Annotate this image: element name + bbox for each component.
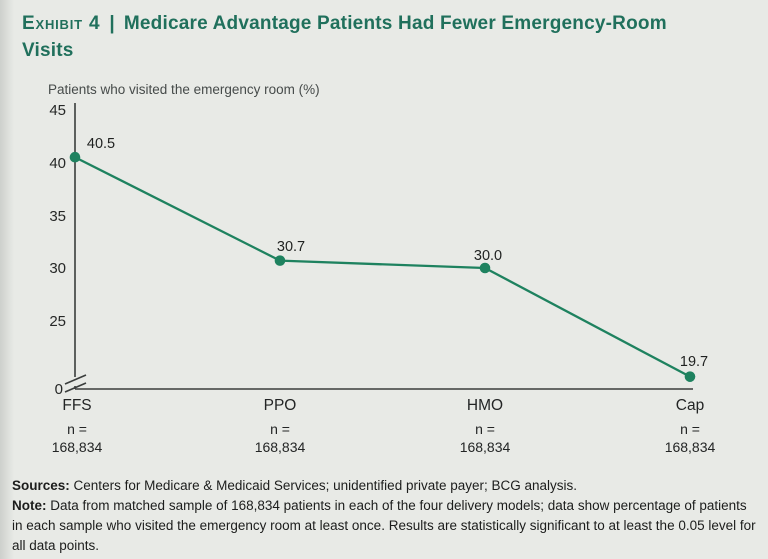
y-tick-label: 35 xyxy=(49,208,66,225)
exhibit-title: Exhibit 4 | Medicare Advantage Patients Ha… xyxy=(22,10,722,64)
footer-notes: Sources: Centers for Medicare & Medicaid… xyxy=(12,476,757,556)
note-label: Note: xyxy=(12,498,47,513)
sample-size-prefix: n = xyxy=(680,421,700,437)
sample-size-value: 168,834 xyxy=(52,439,103,455)
axis-break-mark xyxy=(64,374,87,385)
x-axis: FFS PPO HMO Cap n = 168,834 n = 168,834 … xyxy=(52,388,716,455)
exhibit-number: Exhibit 4 xyxy=(22,13,101,34)
y-tick-label: 25 xyxy=(49,313,66,330)
sources-text: Centers for Medicare & Medicaid Services… xyxy=(73,478,578,493)
sources-line: Sources: Centers for Medicare & Medicaid… xyxy=(12,476,757,496)
sources-label: Sources: xyxy=(12,478,70,493)
sample-size-value: 168,834 xyxy=(255,439,306,455)
note-line: Note: Data from matched sample of 168,83… xyxy=(12,496,757,556)
exhibit-title-text: Medicare Advantage Patients Had Fewer Em… xyxy=(22,13,667,61)
data-value-label: 19.7 xyxy=(680,354,708,370)
data-point xyxy=(479,262,491,274)
data-point xyxy=(69,151,81,163)
series-er-visits: 40.5 30.7 30.0 19.7 xyxy=(69,136,708,382)
x-category-label: Cap xyxy=(676,397,704,414)
note-text: Data from matched sample of 168,834 pati… xyxy=(12,498,756,553)
y-tick-label: 45 xyxy=(49,102,66,119)
x-category-label: PPO xyxy=(264,397,297,414)
x-category-label: HMO xyxy=(467,397,503,414)
y-tick-label: 30 xyxy=(49,260,66,277)
x-category-label: FFS xyxy=(62,397,91,414)
data-point xyxy=(274,255,286,266)
line-chart: 45 40 35 30 25 0 FFS PPO HMO Cap n = 168… xyxy=(49,102,716,455)
sample-size-value: 168,834 xyxy=(460,439,511,455)
data-value-label: 30.0 xyxy=(474,248,502,264)
trend-line xyxy=(74,156,691,378)
sample-size-prefix: n = xyxy=(67,421,87,437)
y-axis: 45 40 35 30 25 0 xyxy=(49,102,87,398)
y-tick-label: 40 xyxy=(49,155,66,172)
title-separator: | xyxy=(109,13,115,34)
axis-break-mark xyxy=(64,382,87,393)
sample-size-prefix: n = xyxy=(475,421,495,437)
sample-size-value: 168,834 xyxy=(665,439,716,455)
data-value-label: 40.5 xyxy=(87,136,115,152)
y-zero-label: 0 xyxy=(55,381,63,398)
sample-size-prefix: n = xyxy=(270,421,290,437)
data-value-label: 30.7 xyxy=(277,239,305,255)
chart-axis-title: Patients who visited the emergency room … xyxy=(48,82,320,97)
data-point xyxy=(684,371,696,382)
